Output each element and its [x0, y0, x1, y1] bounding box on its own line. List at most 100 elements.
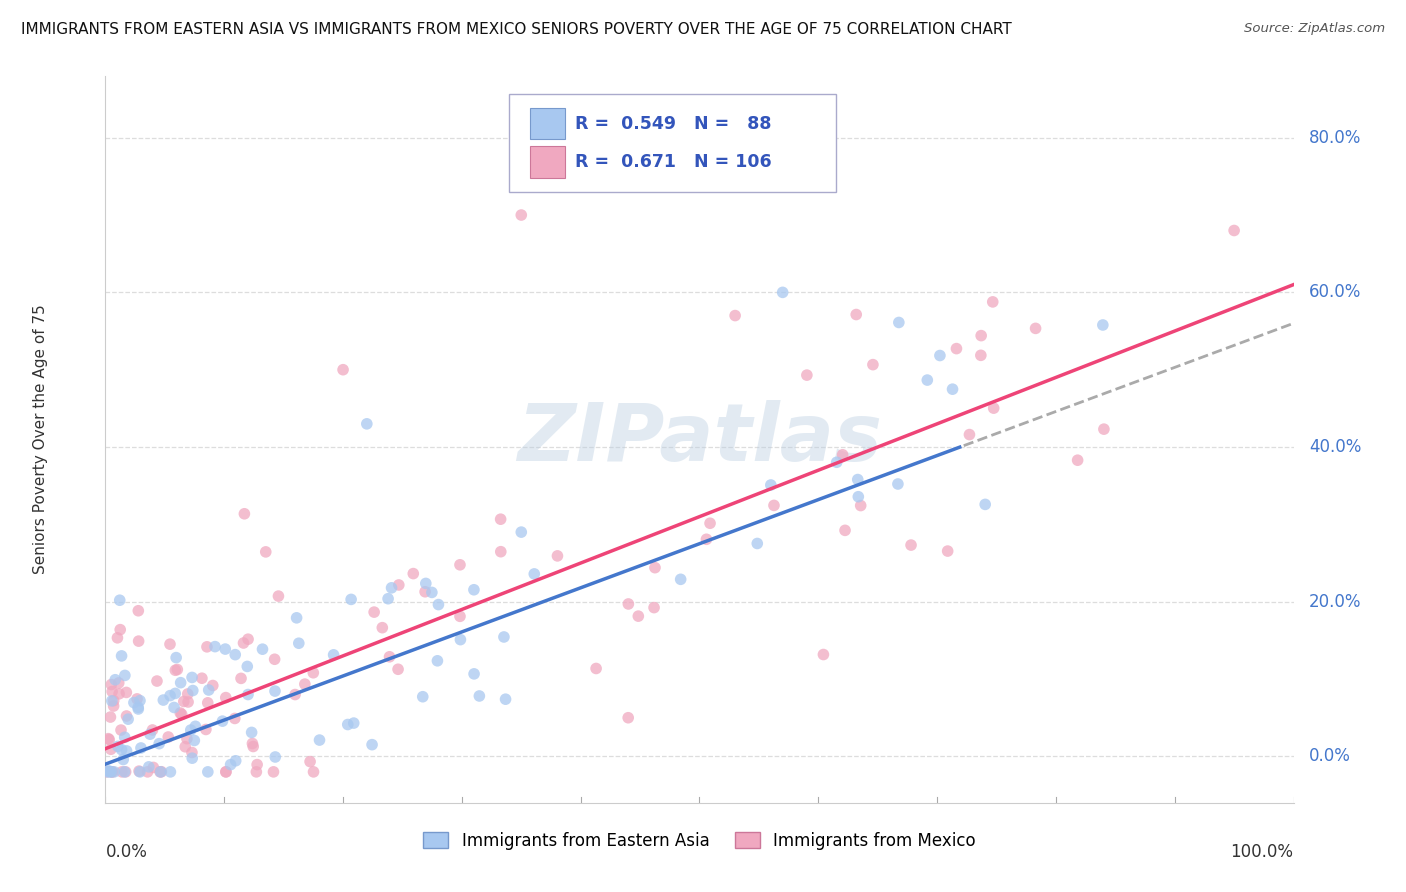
Point: [427, 598, 450, 612]
Point: [254, 545, 277, 559]
Point: [970, 328, 993, 343]
Point: [97, 764, 120, 778]
Text: 80.0%: 80.0%: [1309, 128, 1361, 146]
Point: [197, 696, 219, 710]
Point: [215, 690, 238, 705]
Point: [181, 751, 204, 765]
Text: R =  0.671   N = 106: R = 0.671 N = 106: [575, 153, 772, 171]
Point: [177, 695, 200, 709]
Point: [125, 692, 148, 706]
Point: [103, 693, 125, 707]
Point: [492, 630, 515, 644]
Point: [846, 473, 869, 487]
Point: [107, 676, 129, 690]
Point: [495, 692, 517, 706]
Point: [103, 764, 125, 779]
Point: [981, 294, 1004, 309]
Point: [285, 611, 308, 625]
Point: [264, 750, 287, 764]
Point: [468, 689, 491, 703]
Point: [100, 764, 122, 779]
Point: [546, 549, 568, 563]
Point: [150, 764, 173, 779]
Point: [941, 382, 963, 396]
Point: [402, 566, 425, 581]
Point: [510, 525, 533, 540]
Point: [426, 654, 449, 668]
Text: 60.0%: 60.0%: [1309, 284, 1361, 301]
Point: [236, 688, 259, 702]
Point: [887, 477, 910, 491]
Point: [229, 672, 252, 686]
Point: [644, 560, 666, 574]
Point: [936, 544, 959, 558]
Point: [174, 739, 197, 754]
Point: [176, 731, 198, 746]
Point: [110, 648, 132, 663]
Point: [100, 742, 122, 756]
Point: [157, 730, 180, 744]
Text: Seniors Poverty Over the Age of 75: Seniors Poverty Over the Age of 75: [32, 304, 48, 574]
Point: [129, 764, 152, 779]
FancyBboxPatch shape: [509, 94, 837, 192]
Point: [181, 746, 204, 760]
Point: [242, 737, 264, 751]
Point: [489, 544, 512, 558]
Point: [184, 719, 207, 733]
Point: [159, 764, 181, 779]
Point: [762, 499, 785, 513]
Text: 0.0%: 0.0%: [105, 843, 148, 861]
Point: [340, 592, 363, 607]
Point: [101, 764, 124, 779]
Point: [98, 732, 121, 747]
Point: [415, 576, 437, 591]
Point: [412, 690, 434, 704]
Point: [1091, 318, 1114, 332]
Point: [165, 686, 187, 700]
Point: [159, 637, 181, 651]
Point: [110, 723, 132, 737]
Point: [917, 373, 939, 387]
Point: [138, 760, 160, 774]
Point: [627, 609, 650, 624]
Point: [371, 621, 394, 635]
Point: [463, 666, 485, 681]
Point: [215, 764, 238, 779]
FancyBboxPatch shape: [530, 146, 565, 178]
Point: [100, 710, 122, 724]
Point: [177, 687, 200, 701]
Point: [148, 737, 170, 751]
Point: [747, 536, 769, 550]
Point: [831, 448, 853, 462]
Point: [108, 593, 131, 607]
Point: [380, 581, 402, 595]
Point: [142, 760, 165, 774]
Point: [695, 533, 717, 547]
Point: [194, 723, 217, 737]
Point: [191, 671, 214, 685]
Point: [139, 727, 162, 741]
Point: [169, 706, 191, 720]
Point: [100, 677, 122, 691]
Point: [159, 689, 181, 703]
Point: [170, 707, 193, 722]
Text: 100.0%: 100.0%: [1230, 843, 1294, 861]
Point: [136, 764, 159, 779]
Point: [219, 757, 242, 772]
Point: [336, 717, 359, 731]
Point: [141, 723, 163, 737]
Point: [284, 688, 307, 702]
Point: [302, 764, 325, 779]
Point: [813, 648, 835, 662]
Point: [149, 764, 172, 779]
Point: [378, 649, 401, 664]
Point: [288, 636, 311, 650]
Point: [413, 584, 436, 599]
Point: [699, 516, 721, 531]
Point: [945, 342, 967, 356]
Point: [825, 455, 848, 469]
Point: [1223, 223, 1246, 237]
Point: [104, 673, 127, 687]
Point: [236, 632, 259, 647]
Point: [983, 401, 1005, 416]
